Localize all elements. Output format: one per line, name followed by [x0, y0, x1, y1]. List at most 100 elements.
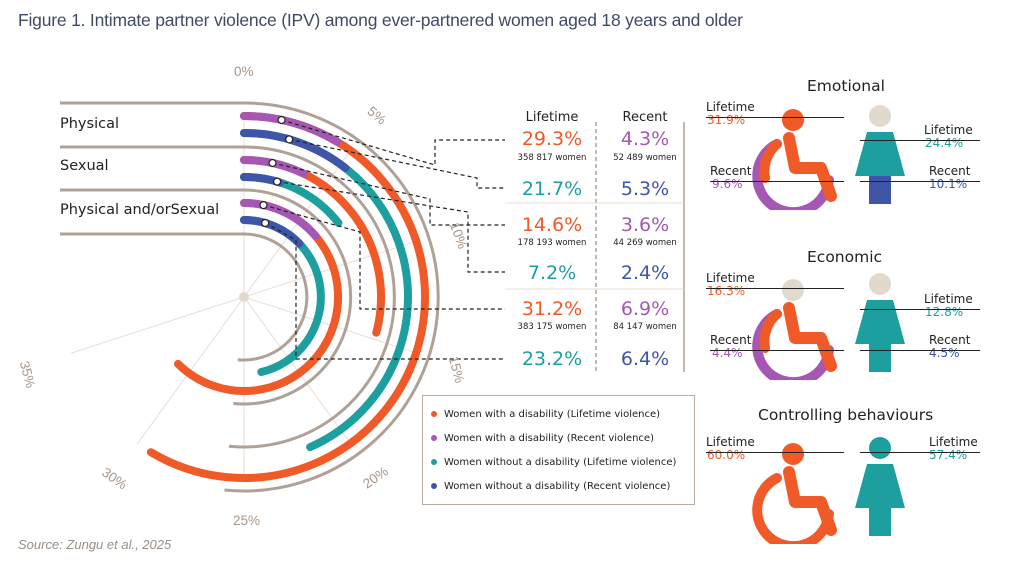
- legend-item-wo-recent: Women without a disability (Recent viole…: [431, 474, 694, 498]
- connector-line: [289, 138, 505, 189]
- connector-dot: [285, 135, 294, 144]
- panel-title-emotional: Emotional: [807, 77, 885, 95]
- emo-wo-lifetime-label: Lifetime: [924, 123, 973, 137]
- row-label-sexual: Sexual: [60, 158, 109, 174]
- wheelchair-icon: [752, 443, 837, 544]
- count-physical-wd-lifetime: 358 817 women: [517, 153, 587, 163]
- val-both-wd-recent: 6.9%: [620, 298, 670, 320]
- emo-dis-lifetime-value: 31.9%: [707, 113, 746, 127]
- panel-title-controlling: Controlling behaviours: [758, 406, 934, 424]
- bar-wd-recent: [240, 199, 320, 241]
- val-physical-wo-recent: 5.3%: [620, 178, 670, 200]
- emo-wo-lifetime-line: [860, 140, 980, 141]
- eco-dis-lifetime-value: 16.3%: [707, 284, 746, 298]
- val-both-wd-lifetime: 31.2%: [521, 298, 583, 320]
- val-physical-wd-recent: 4.3%: [620, 128, 670, 150]
- eco-wo-recent-line: [860, 350, 980, 351]
- val-physical-wd-lifetime: 29.3%: [521, 128, 583, 150]
- connector-dot: [273, 177, 282, 186]
- woman-icon: [855, 273, 905, 372]
- ctrl-wo-lifetime-label: Lifetime: [929, 435, 978, 449]
- legend-dot: [431, 459, 437, 465]
- emo-wo-recent-value: 10.1%: [929, 177, 968, 191]
- emo-dis-recent-value: 9.6%: [712, 177, 743, 191]
- wheelchair-icon: [745, 109, 837, 210]
- connector-dot: [259, 201, 268, 210]
- col-head-recent: Recent: [622, 110, 668, 125]
- legend-dot: [431, 435, 437, 441]
- row-boundary-arc: [60, 145, 396, 449]
- val-sexual-wo-lifetime: 7.2%: [527, 262, 577, 284]
- connector-line: [263, 204, 505, 310]
- wheelchair-icon: [752, 279, 837, 380]
- row-boundary-arc: [60, 232, 309, 362]
- ctrl-dis-lifetime-value: 60.0%: [707, 448, 746, 462]
- eco-dis-recent-label: Recent: [710, 333, 752, 347]
- ctrl-dis-lifetime-line: [706, 452, 844, 453]
- val-both-wo-lifetime: 23.2%: [521, 348, 583, 370]
- val-sexual-wd-lifetime: 14.6%: [521, 214, 583, 236]
- col-head-lifetime: Lifetime: [525, 110, 579, 125]
- woman-icon: [855, 437, 905, 536]
- eco-wo-recent-label: Recent: [929, 333, 971, 347]
- grid-spoke: [70, 296, 245, 354]
- eco-dis-lifetime-line: [706, 288, 844, 289]
- val-physical-wo-lifetime: 21.7%: [521, 178, 583, 200]
- bar-wo-recent: [240, 216, 304, 248]
- emo-wo-recent-line: [860, 181, 980, 182]
- eco-dis-recent-line: [710, 350, 844, 351]
- eco-dis-recent-value: 4.4%: [712, 346, 743, 360]
- source-note: Source: Zungu et al., 2025: [18, 537, 172, 552]
- legend-label: Women without a disability (Lifetime vio…: [444, 456, 677, 468]
- emo-dis-recent-line: [710, 181, 844, 182]
- figure-title: Figure 1. Intimate partner violence (IPV…: [18, 10, 743, 30]
- connector-dot: [277, 115, 286, 125]
- connector-dot: [261, 218, 270, 228]
- tick-25: 25%: [233, 513, 261, 528]
- connector-line: [264, 222, 505, 360]
- legend-item-wo-lifetime: Women without a disability (Lifetime vio…: [431, 450, 694, 474]
- count-both-wd-recent: 84 147 women: [613, 322, 677, 332]
- woman-icon: [855, 105, 905, 204]
- legend-label: Women with a disability (Recent violence…: [444, 432, 654, 444]
- val-sexual-wo-recent: 2.4%: [620, 262, 670, 284]
- eco-wo-lifetime-value: 12.8%: [925, 305, 964, 319]
- count-physical-wd-recent: 52 489 women: [613, 153, 677, 163]
- eco-wo-lifetime-label: Lifetime: [924, 292, 973, 306]
- panel-title-economic: Economic: [807, 248, 883, 266]
- legend-dot: [431, 483, 437, 489]
- val-both-wo-recent: 6.4%: [620, 348, 670, 370]
- connector-dot: [268, 158, 277, 168]
- count-both-wd-lifetime: 383 175 women: [517, 322, 587, 332]
- emo-dis-lifetime-line: [706, 117, 844, 118]
- row-label-physical-or-sexual: Physical and/orSexual: [60, 202, 220, 218]
- count-sexual-wd-lifetime: 178 193 women: [517, 238, 587, 248]
- ctrl-dis-lifetime-label: Lifetime: [706, 435, 755, 449]
- count-sexual-wd-recent: 44 269 women: [613, 238, 677, 248]
- bar-wo-recent: [240, 129, 350, 172]
- tick-0: 0%: [234, 64, 254, 79]
- legend: Women with a disability (Lifetime violen…: [422, 395, 695, 505]
- val-sexual-wd-recent: 3.6%: [620, 214, 670, 236]
- row-boundary-arc: [60, 101, 440, 493]
- eco-wo-recent-value: 4.5%: [929, 346, 960, 360]
- ctrl-wo-lifetime-value: 57.4%: [929, 448, 968, 462]
- row-boundary-arc: [60, 188, 353, 406]
- emo-wo-lifetime-value: 24.4%: [925, 136, 964, 150]
- emo-dis-recent-label: Recent: [710, 164, 752, 178]
- chart-center: [239, 292, 249, 302]
- row-label-physical: Physical: [60, 116, 119, 132]
- eco-dis-lifetime-label: Lifetime: [706, 271, 755, 285]
- connector-line: [281, 119, 505, 166]
- legend-label: Women with a disability (Lifetime violen…: [444, 408, 661, 420]
- emo-dis-lifetime-label: Lifetime: [706, 100, 755, 114]
- legend-item-wd-lifetime: Women with a disability (Lifetime violen…: [431, 402, 694, 426]
- legend-label: Women without a disability (Recent viole…: [444, 480, 671, 492]
- legend-dot: [431, 411, 437, 417]
- emo-wo-recent-label: Recent: [929, 164, 971, 178]
- ctrl-wo-lifetime-line: [860, 452, 980, 453]
- eco-wo-lifetime-line: [860, 309, 980, 310]
- bar-wd-lifetime: [146, 112, 429, 482]
